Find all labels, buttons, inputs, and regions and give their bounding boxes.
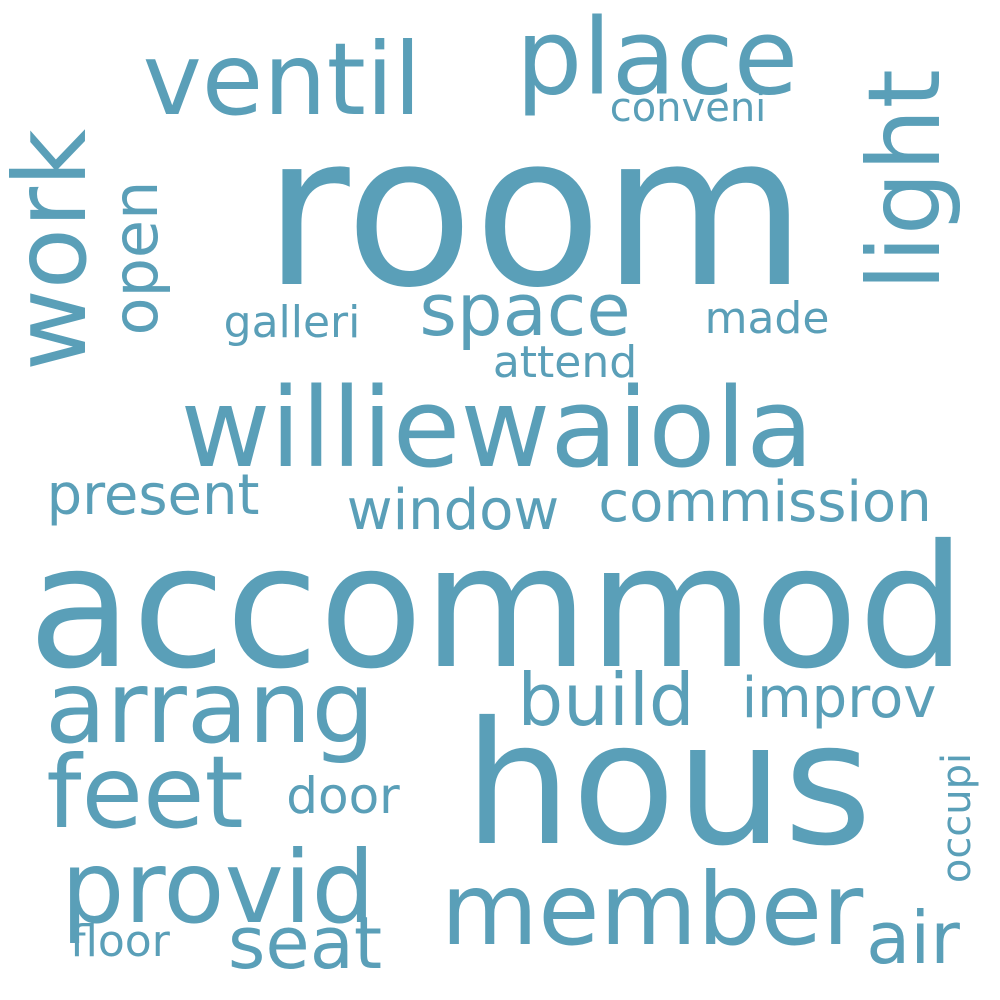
word-room: room bbox=[263, 89, 807, 334]
word-williewaiola: williewaiola bbox=[180, 364, 814, 492]
word-accommod: accommod bbox=[27, 509, 967, 707]
word-provid: provid bbox=[60, 829, 376, 946]
word-feet: feet bbox=[46, 734, 244, 851]
word-work: work bbox=[0, 129, 109, 371]
word-commission: commission bbox=[598, 470, 932, 535]
word-floor: floor bbox=[70, 916, 170, 967]
word-made: made bbox=[704, 293, 830, 344]
word-light: light bbox=[846, 69, 963, 291]
word-hous: hous bbox=[463, 686, 873, 884]
word-attend: attend bbox=[492, 337, 638, 388]
word-open: open bbox=[99, 180, 172, 336]
word-build: build bbox=[517, 658, 695, 742]
word-occupi: occupi bbox=[934, 752, 980, 884]
word-present: present bbox=[46, 463, 260, 528]
word-window: window bbox=[346, 478, 560, 543]
word-member: member bbox=[440, 851, 864, 968]
word-improv: improv bbox=[741, 666, 937, 731]
word-door: door bbox=[286, 767, 400, 825]
word-ventil: ventil bbox=[142, 21, 422, 138]
word-galleri: galleri bbox=[223, 297, 361, 348]
word-space: space bbox=[419, 268, 631, 352]
word-place: place bbox=[515, 0, 799, 119]
word-arrang: arrang bbox=[45, 649, 375, 766]
word-seat: seat bbox=[227, 901, 383, 985]
word-air: air bbox=[866, 896, 960, 980]
word-conveni: conveni bbox=[609, 85, 767, 131]
